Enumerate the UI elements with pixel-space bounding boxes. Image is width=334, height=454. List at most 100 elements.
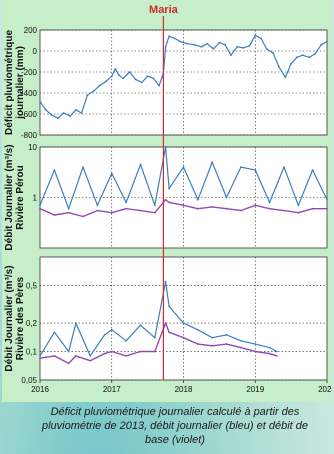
data-point [122,77,125,80]
data-point [53,214,56,216]
data-point [236,45,239,48]
data-point [153,204,156,207]
data-point [134,78,137,81]
data-point [74,108,77,111]
data-point [297,204,300,207]
data-point [53,354,56,357]
data-point [283,209,285,212]
data-point [140,81,143,84]
data-point [153,336,156,339]
data-point [168,305,171,308]
y-axis-label: Rivière Pérou [15,165,26,229]
data-point [69,115,72,117]
data-point [57,117,59,120]
data-point [53,169,56,171]
data-point [182,166,185,168]
data-point [254,343,257,345]
data-point [114,67,117,70]
data-point [82,166,84,168]
data-point [89,359,92,362]
data-point [53,331,56,334]
data-point [225,207,228,210]
data-point [168,187,171,190]
data-point [179,40,181,43]
data-point [139,324,142,327]
data-point [193,43,196,46]
x-tick-label: 2016 [31,385,49,394]
data-point [110,75,113,78]
data-point [254,169,257,171]
data-point [308,56,310,59]
y-tick-label: 200 [24,26,38,35]
y-tick-label: -800 [21,131,38,140]
x-tick-label: 2019 [246,385,264,394]
data-point [225,343,228,345]
y-axis-label: Débit Journalier (m³/s) [4,265,15,371]
series-line-2-2 [39,199,327,218]
y-tick-label: 0,2 [26,319,38,328]
data-point [67,350,70,353]
data-point [164,198,167,201]
series-line-3-2 [39,322,278,365]
data-point [39,357,41,360]
data-point [240,346,242,349]
data-point [326,207,328,210]
figure-panel: 200 0 -200 -400 -600 -800 Déficit pluviométriq… [2,0,332,402]
data-point [313,53,316,56]
data-point [240,209,242,212]
y-axis-label: Débit Journalier (m³/s) [4,144,15,250]
data-point [206,42,209,45]
data-point [265,48,268,50]
data-point [161,76,163,79]
y-axis-label: Rivière des Pères [15,276,26,360]
y-tick-label: 0,1 [26,348,38,357]
data-point [39,354,41,357]
data-point [110,328,113,331]
x-tick-label: 2018 [175,385,193,394]
x-tick-label: 2017 [103,385,121,394]
data-point [268,346,271,349]
x-tick-label: 2020 [318,385,332,394]
data-point [218,41,221,44]
data-point [326,198,328,201]
data-point [260,37,262,40]
data-point [118,74,120,77]
data-point [240,339,242,342]
data-point [211,206,214,208]
data-point [240,166,242,168]
data-point [67,362,70,365]
data-point [283,166,285,168]
data-point [248,44,251,47]
data-point [39,207,41,210]
data-point [242,46,244,49]
data-point [311,169,314,171]
data-point [225,196,228,199]
data-point [164,322,167,324]
data-point [229,54,232,57]
data-point [211,344,214,347]
data-point [89,354,92,357]
data-point [110,350,113,353]
data-point [268,207,271,210]
series-line-2-1 [39,146,328,210]
data-point [211,336,214,339]
data-point [168,201,171,204]
data-point [164,146,167,148]
data-point [67,207,70,210]
hydrology-chart: 200 0 -200 -400 -600 -800 Déficit pluviométriq… [4,4,332,394]
data-point [62,112,65,114]
data-point [74,354,77,357]
data-point [74,322,77,324]
data-point [272,52,275,54]
data-point [290,62,293,65]
data-point [86,94,89,96]
data-point [82,215,84,218]
data-point [301,54,304,57]
data-point [44,108,47,111]
y-tick-label: -400 [21,89,38,98]
data-point [125,354,127,357]
data-point [39,100,41,103]
data-point [224,43,227,46]
data-point [153,350,156,353]
y-tick-label: 1 [33,194,38,203]
